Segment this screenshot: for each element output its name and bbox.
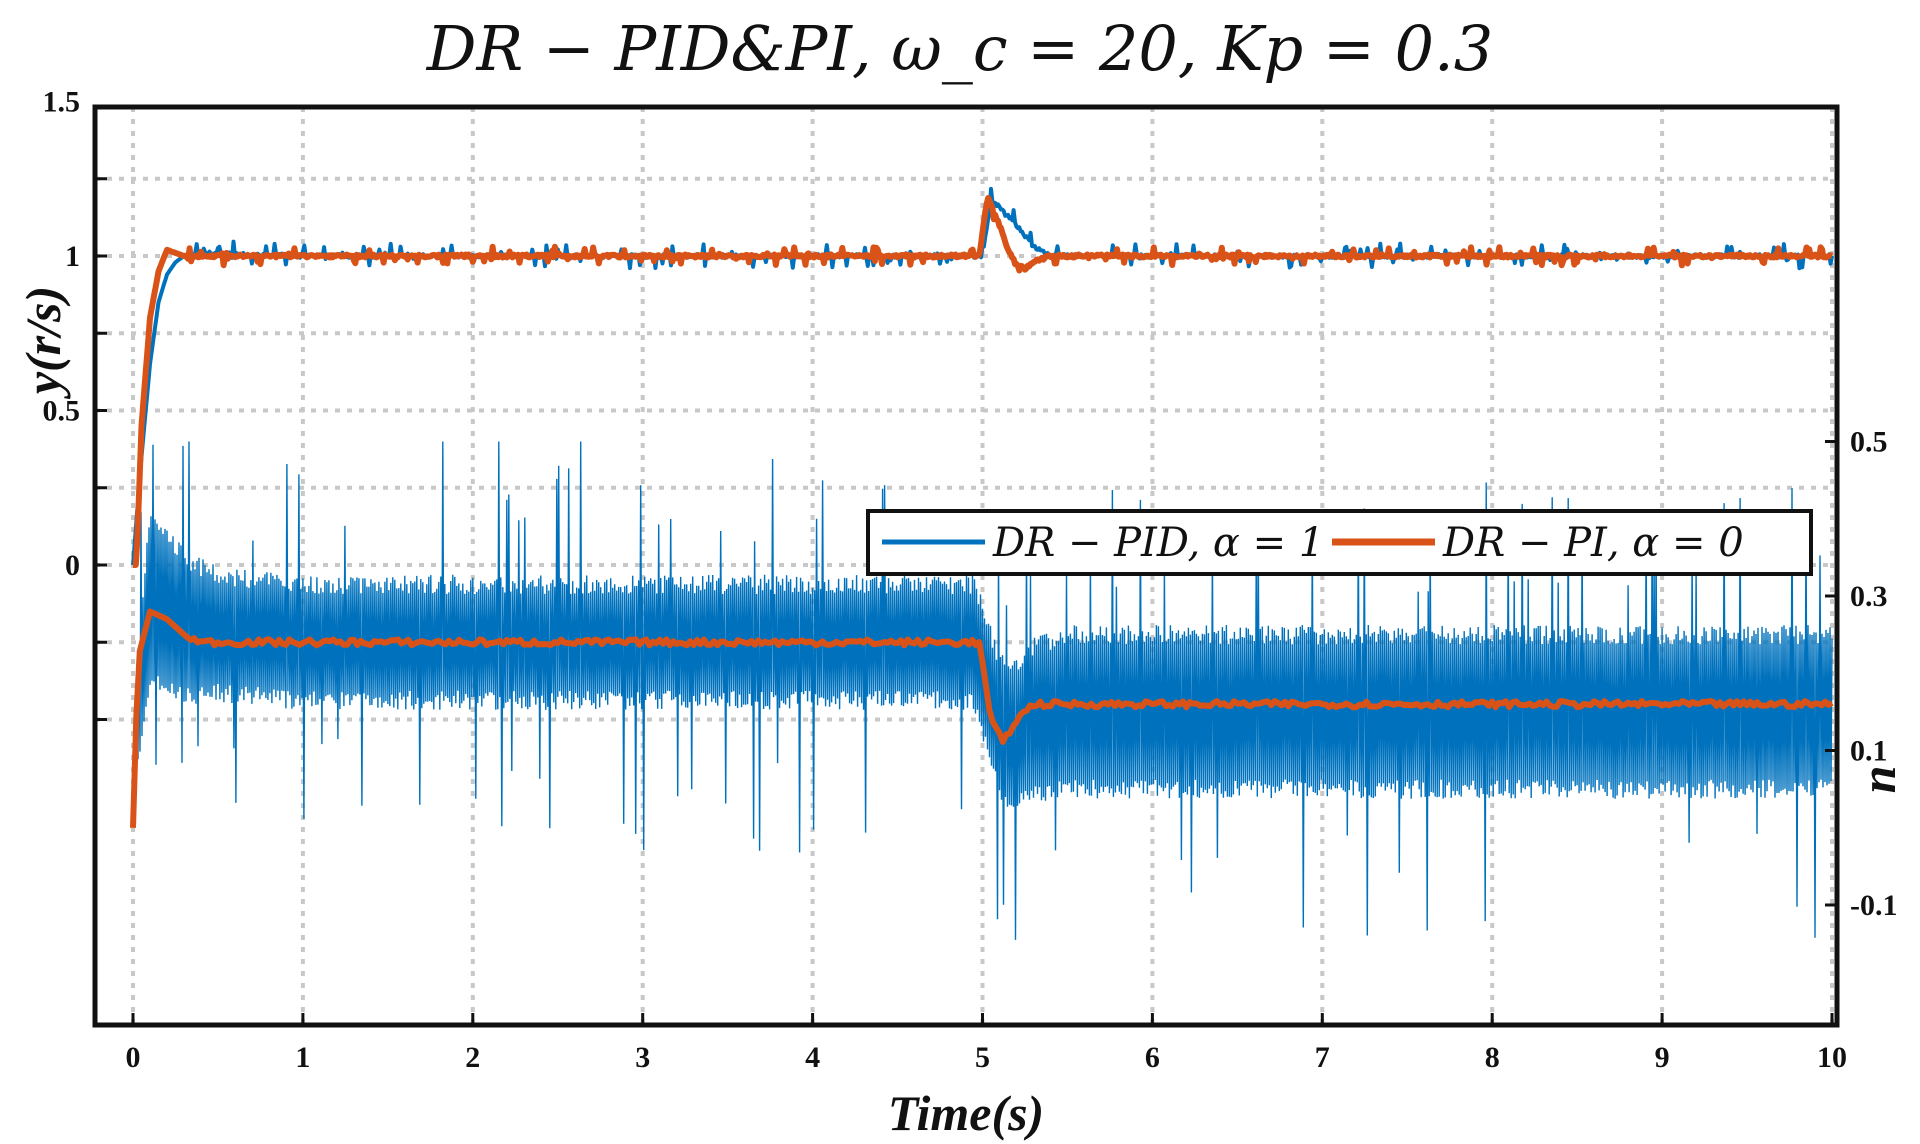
x-tick-label: 1: [295, 1041, 310, 1074]
ticks: 0 1 2 3 4 5 6 7 8 9 10 0 0.5 1 1.5 -0.1 0.1 0.3 0.5: [43, 86, 1898, 1075]
y-axis-label-right: u: [1861, 766, 1917, 794]
y-tick-label-right: 0.1: [1850, 735, 1888, 768]
x-tick-label: 5: [975, 1041, 990, 1074]
y-tick-label-right: 0.5: [1850, 426, 1888, 459]
x-tick-label: 2: [465, 1041, 480, 1074]
x-tick-label: 9: [1655, 1041, 1670, 1074]
y-tick-label-left: 0: [65, 549, 80, 582]
series-y-pi: [131, 195, 1834, 568]
y-tick-label-right: -0.1: [1850, 889, 1898, 922]
y-axis-label-left: y(r/s): [15, 286, 71, 399]
x-axis-label: Time(s): [888, 1085, 1044, 1141]
x-tick-label: 4: [805, 1041, 820, 1074]
x-tick-label: 8: [1485, 1041, 1500, 1074]
y-tick-label-left: 1: [65, 240, 80, 273]
y-tick-label-right: 0.3: [1850, 580, 1888, 613]
legend-label-pi: DR − PI, α = 0: [1442, 520, 1744, 566]
x-tick-label: 7: [1315, 1041, 1330, 1074]
chart-title: DR − PID&PI, ω_c = 20, Kp = 0.3: [426, 12, 1493, 85]
x-tick-label: 10: [1817, 1041, 1847, 1074]
y-tick-label-left: 1.5: [43, 86, 81, 119]
y-tick-label-left: 0.5: [43, 395, 81, 428]
legend-label-pid: DR − PID, α = 1: [992, 520, 1324, 566]
legend: DR − PID, α = 1 DR − PI, α = 0: [866, 509, 1813, 576]
x-tick-label: 3: [635, 1041, 650, 1074]
x-tick-label: 6: [1145, 1041, 1160, 1074]
series-u-pid: [132, 441, 1833, 940]
series-u-pi: [130, 608, 1834, 828]
x-tick-label: 0: [126, 1041, 141, 1074]
series-layer: [130, 186, 1834, 940]
